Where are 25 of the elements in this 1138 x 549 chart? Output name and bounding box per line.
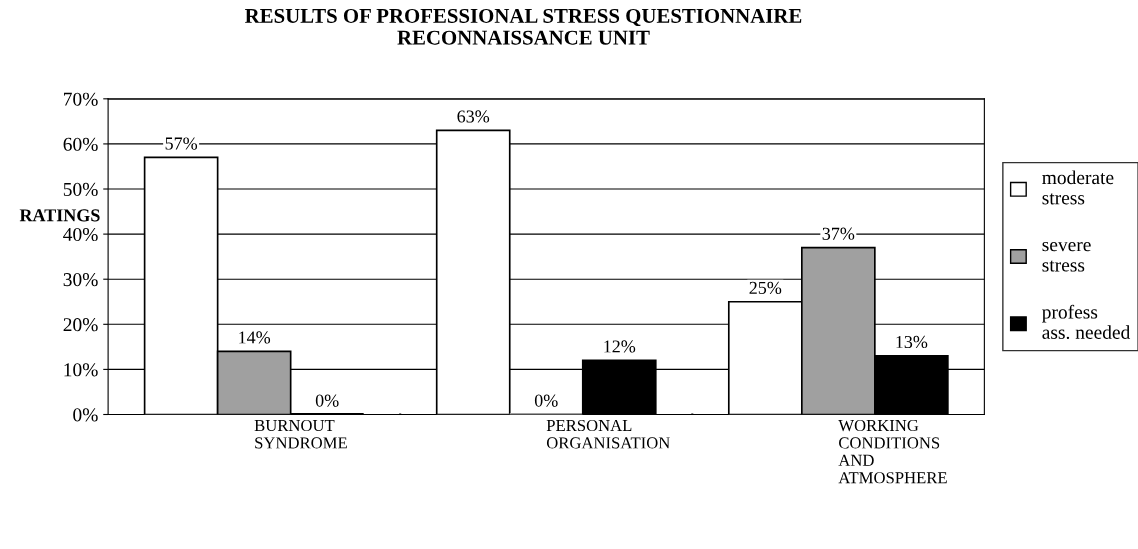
legend-label: profess ass. needed [1042,304,1131,340]
y-tick-label: 0% [73,408,98,422]
data-label: 14% [239,331,271,344]
data-label: 25% [749,281,782,294]
data-label: 13% [896,335,928,349]
x-tick-label: PERSONAL ORGANISATION [546,419,670,449]
x-tick-label: BURNOUT SYNDROME [254,419,347,449]
y-tick-label: 50% [63,182,98,197]
y-axis-title: RATINGS [19,209,100,222]
y-tick-label: 60% [63,137,98,151]
data-label: 12% [604,340,636,353]
data-label: 63% [457,110,490,123]
y-tick-label: 20% [63,318,98,332]
data-label: 0% [534,394,558,407]
y-tick-label: 70% [64,92,98,106]
x-tick-label: WORKING CONDITIONS AND ATMOSPHERE [838,419,947,484]
y-tick-label: 40% [63,227,98,242]
legend-label: severe stress [1042,241,1091,272]
chart-title: RESULTS OF PROFESSIONAL STRESS QUESTIONNAIRE RECONNAISSANCE UNIT [245,8,802,45]
y-tick-label: 30% [63,273,98,287]
data-label: 37% [822,227,855,240]
data-label: 0% [315,394,339,407]
data-label: 57% [165,137,198,150]
legend-label: moderate stress [1042,170,1114,205]
y-tick-label: 10% [64,363,98,377]
